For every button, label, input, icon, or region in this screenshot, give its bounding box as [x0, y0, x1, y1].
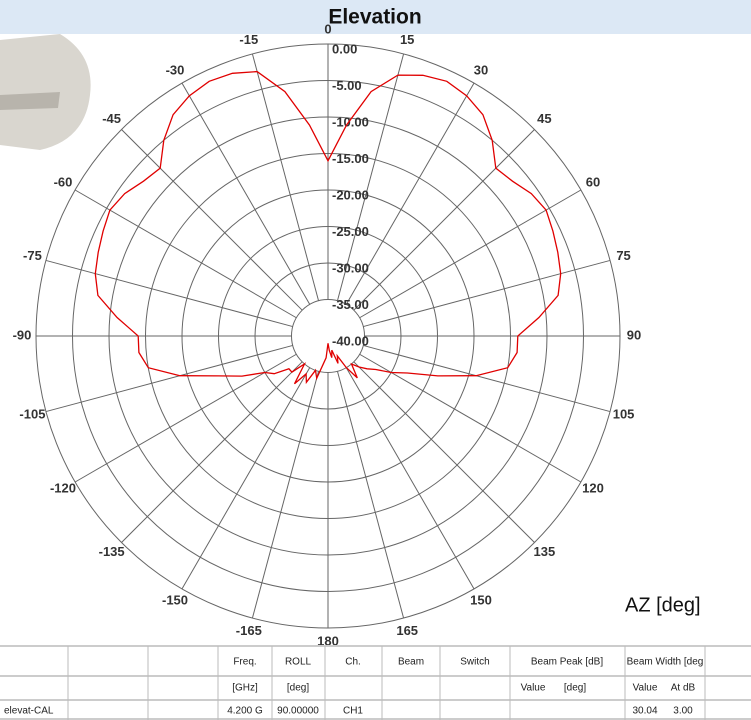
spoke [251, 53, 320, 301]
r-tick-label: -30.00 [332, 260, 369, 275]
theta-tick-label: -150 [162, 592, 188, 607]
spoke [359, 353, 582, 483]
r-tick-label: -25.00 [332, 224, 369, 239]
spoke [359, 189, 582, 319]
table-header: Beam [398, 657, 424, 668]
theta-tick-label: -135 [99, 544, 125, 559]
theta-tick-label: -15 [239, 32, 258, 47]
antenna-photo [0, 34, 91, 150]
table-header: [deg] [287, 683, 309, 694]
theta-tick-label: 105 [613, 407, 635, 422]
table-bg [0, 645, 751, 720]
theta-tick-label: 150 [470, 592, 492, 607]
theta-tick-label: 90 [627, 327, 641, 342]
r-tick-label: -20.00 [332, 187, 369, 202]
theta-tick-label: 60 [586, 174, 600, 189]
spoke [345, 82, 475, 305]
spoke [251, 371, 320, 619]
spoke [353, 129, 535, 311]
table-header: Beam Width [deg [627, 657, 704, 668]
spoke [345, 367, 475, 590]
theta-tick-label: 0 [324, 21, 331, 36]
spoke [74, 189, 297, 319]
theta-tick-label: 165 [396, 623, 418, 638]
theta-tick-label: 120 [582, 480, 604, 495]
spoke [181, 82, 311, 305]
theta-tick-label: 180 [317, 633, 339, 648]
table-header: [deg] [564, 683, 586, 694]
table-header: [GHz] [232, 683, 258, 694]
theta-tick-label: -30 [166, 62, 185, 77]
table-cell: CH1 [343, 706, 363, 717]
theta-tick-label: 30 [474, 62, 488, 77]
table-header: Ch. [345, 657, 361, 668]
spoke [353, 361, 535, 543]
spoke [363, 259, 611, 328]
theta-tick-label: 75 [616, 248, 630, 263]
table-header: Beam Peak [dB] [531, 657, 603, 668]
theta-tick-label: -120 [50, 480, 76, 495]
theta-tick-label: -60 [54, 174, 73, 189]
spoke [121, 129, 303, 311]
table-header: At dB [671, 683, 696, 694]
theta-tick-label: 135 [534, 544, 556, 559]
table: Freq. ROLL Ch. Beam Switch Beam Peak [dB] Beam… [0, 645, 751, 720]
theta-tick-label: -105 [19, 407, 45, 422]
table-cell: 30.04 [632, 706, 657, 717]
pattern-line [94, 70, 562, 385]
r-tick-label: -5.00 [332, 78, 362, 93]
table-cell: 90.00000 [277, 706, 319, 717]
table-cell: elevat-CAL [4, 706, 54, 717]
r-tick-label: 0.00 [332, 41, 357, 56]
theta-tick-label: 45 [537, 111, 551, 126]
r-tick-label: -10.00 [332, 114, 369, 129]
spoke [74, 353, 297, 483]
theta-tick-label: -165 [236, 623, 262, 638]
spoke [45, 344, 293, 413]
table-header: Value [521, 683, 546, 694]
table-header: Switch [460, 657, 489, 668]
table-header: Freq. [233, 657, 256, 668]
theta-tick-label: -75 [23, 248, 42, 263]
theta-tick-label: 15 [400, 32, 414, 47]
table-cell: 4.200 G [227, 706, 263, 717]
spoke [45, 259, 293, 328]
r-tick-label: -35.00 [332, 297, 369, 312]
spoke [181, 367, 311, 590]
title-bar [0, 0, 751, 34]
r-tick-label: -15.00 [332, 151, 369, 166]
axis-label: AZ [deg] [625, 594, 701, 616]
table-cell: 3.00 [673, 706, 693, 717]
chart-title: Elevation [328, 6, 421, 29]
theta-tick-label: -90 [13, 327, 32, 342]
spoke [363, 344, 611, 413]
theta-tick-label: -45 [102, 111, 121, 126]
r-tick-label: -40.00 [332, 333, 369, 348]
spoke [336, 53, 405, 301]
spoke [336, 371, 405, 619]
table-header: Value [633, 683, 658, 694]
table-header: ROLL [285, 657, 312, 668]
spoke [121, 361, 303, 543]
